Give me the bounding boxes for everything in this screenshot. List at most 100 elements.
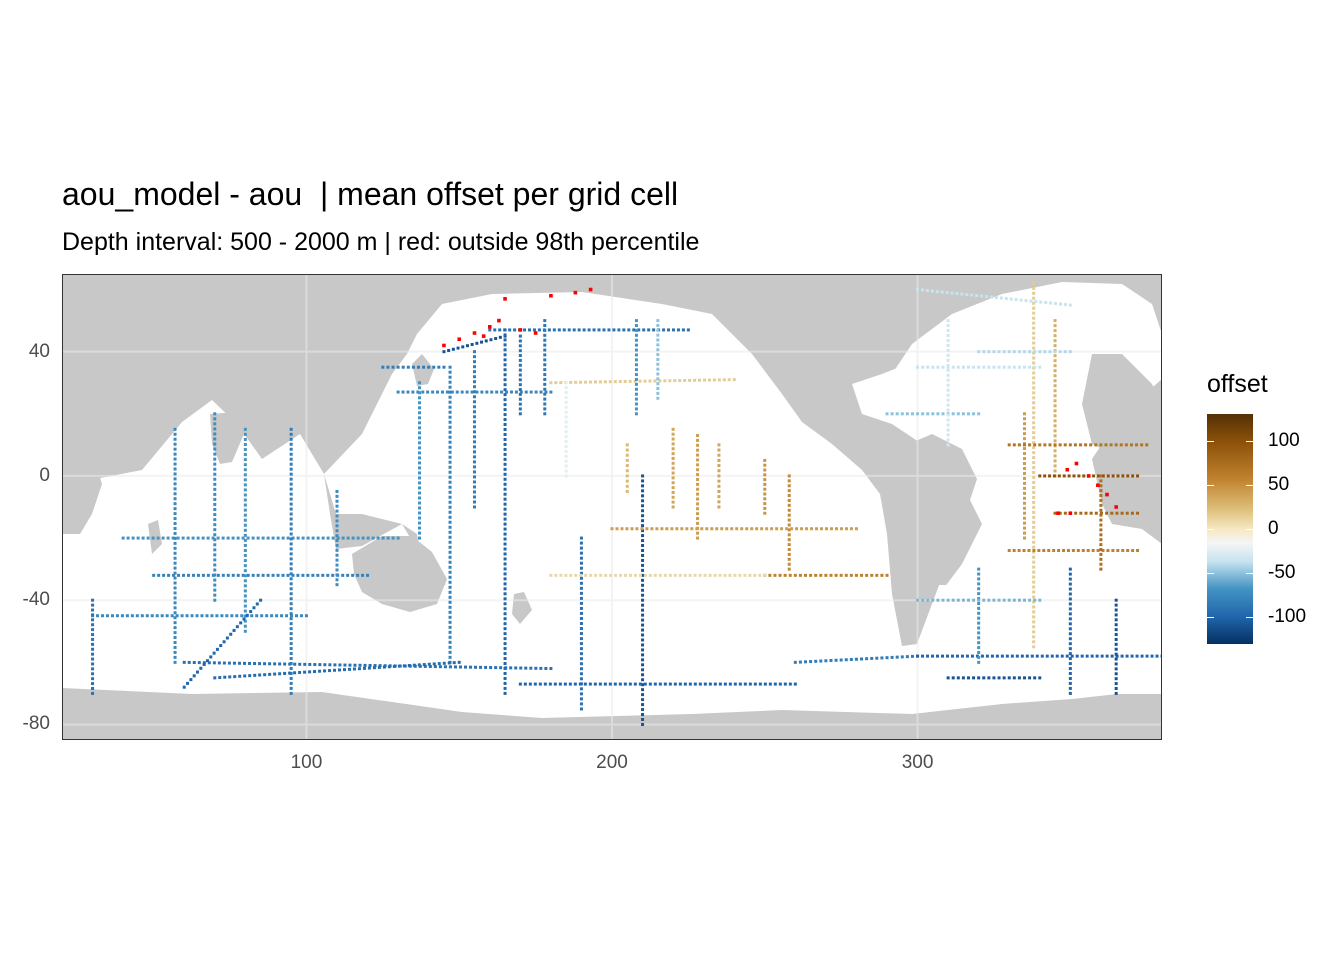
- grid-cell: [783, 682, 787, 686]
- grid-cell: [1114, 691, 1118, 695]
- grid-cell: [182, 573, 186, 577]
- grid-cell: [448, 435, 452, 439]
- grid-cell: [173, 576, 177, 580]
- track-section: [946, 319, 950, 447]
- grid-cell: [411, 390, 415, 394]
- grid-cell: [503, 592, 507, 596]
- grid-cell: [548, 682, 552, 686]
- grid-cell: [91, 662, 95, 666]
- grid-cell: [213, 482, 217, 486]
- grid-cell: [579, 677, 583, 681]
- grid-cell: [518, 412, 522, 416]
- grid-cell: [717, 464, 721, 468]
- grid-cell: [432, 662, 436, 666]
- grid-cell: [1072, 474, 1076, 478]
- grid-cell: [625, 527, 629, 531]
- grid-cell: [634, 377, 638, 381]
- map-panel[interactable]: [62, 274, 1162, 740]
- grid-cell: [418, 436, 421, 440]
- grid-cell: [579, 581, 583, 585]
- grid-cell: [972, 598, 976, 602]
- grid-cell: [926, 365, 930, 369]
- grid-cell: [977, 621, 981, 625]
- grid-cell: [173, 452, 177, 456]
- grid-cell: [235, 614, 239, 618]
- grid-cell: [633, 682, 637, 686]
- grid-cell: [587, 328, 591, 332]
- grid-cell: [641, 593, 645, 597]
- grid-cell: [717, 469, 721, 473]
- grid-cell: [1007, 548, 1011, 552]
- grid-cell: [243, 604, 247, 608]
- grid-cell: [306, 536, 310, 540]
- grid-cell: [1053, 454, 1057, 458]
- grid-cell: [347, 667, 351, 671]
- grid-cell: [1023, 417, 1026, 421]
- grid-cell: [1099, 498, 1103, 502]
- grid-cell: [543, 392, 547, 396]
- legend-label: 100: [1268, 429, 1300, 451]
- grid-cell: [346, 536, 350, 540]
- grid-cell: [473, 375, 476, 379]
- grid-cell: [301, 536, 305, 540]
- y-tick-label: 40: [28, 340, 50, 362]
- grid-cell: [656, 348, 660, 352]
- grid-cell: [641, 628, 645, 632]
- grid-cell: [448, 465, 452, 469]
- grid-cell: [1068, 582, 1072, 586]
- grid-cell: [594, 573, 598, 577]
- grid-cell: [318, 669, 322, 673]
- track-section: [579, 536, 583, 711]
- grid-cell: [173, 437, 177, 441]
- grid-cell: [787, 557, 791, 561]
- grid-cell: [1053, 329, 1057, 333]
- grid-cell: [503, 527, 507, 531]
- y-tick-label: -40: [22, 589, 50, 611]
- grid-cell: [289, 632, 293, 636]
- grid-cell: [293, 662, 297, 666]
- grid-cell: [1120, 511, 1124, 515]
- grid-cell: [191, 573, 195, 577]
- grid-cell: [579, 586, 583, 590]
- grid-cell: [460, 390, 464, 394]
- grid-cell: [1053, 434, 1057, 438]
- grid-cell: [250, 614, 254, 618]
- grid-cell: [235, 625, 239, 629]
- grid-cell: [1023, 443, 1026, 447]
- grid-cell: [448, 535, 452, 539]
- grid-cell: [1023, 365, 1026, 369]
- grid-cell: [946, 408, 950, 412]
- grid-cell: [625, 474, 629, 478]
- grid-cell: [804, 660, 808, 664]
- grid-cell: [141, 536, 145, 540]
- grid-cell: [1114, 603, 1118, 607]
- grid-cell: [213, 513, 217, 517]
- grid-cell: [335, 499, 339, 503]
- grid-cell: [1049, 301, 1053, 305]
- grid-cell: [503, 432, 507, 436]
- track-section: [1099, 474, 1103, 571]
- grid-cell: [916, 288, 920, 292]
- grid-cell: [289, 482, 293, 486]
- grid-cell: [763, 506, 767, 510]
- grid-cell: [1032, 545, 1036, 549]
- grid-cell: [951, 412, 955, 416]
- grid-cell: [251, 536, 255, 540]
- outlier-cell: [472, 331, 477, 335]
- grid-cell: [473, 490, 476, 494]
- grid-cell: [294, 614, 298, 618]
- grid-cell: [543, 333, 547, 337]
- grid-cell: [289, 537, 293, 541]
- grid-cell: [825, 527, 829, 531]
- grid-cell: [448, 450, 452, 454]
- grid-cell: [243, 548, 247, 552]
- grid-cell: [1053, 344, 1057, 348]
- grid-cell: [549, 573, 553, 577]
- grid-cell: [634, 392, 638, 396]
- grid-cell: [221, 536, 225, 540]
- grid-cell: [634, 373, 638, 377]
- grid-cell: [946, 378, 950, 382]
- track-section: [977, 567, 981, 664]
- grid-cell: [470, 342, 474, 346]
- grid-cell: [1012, 365, 1016, 369]
